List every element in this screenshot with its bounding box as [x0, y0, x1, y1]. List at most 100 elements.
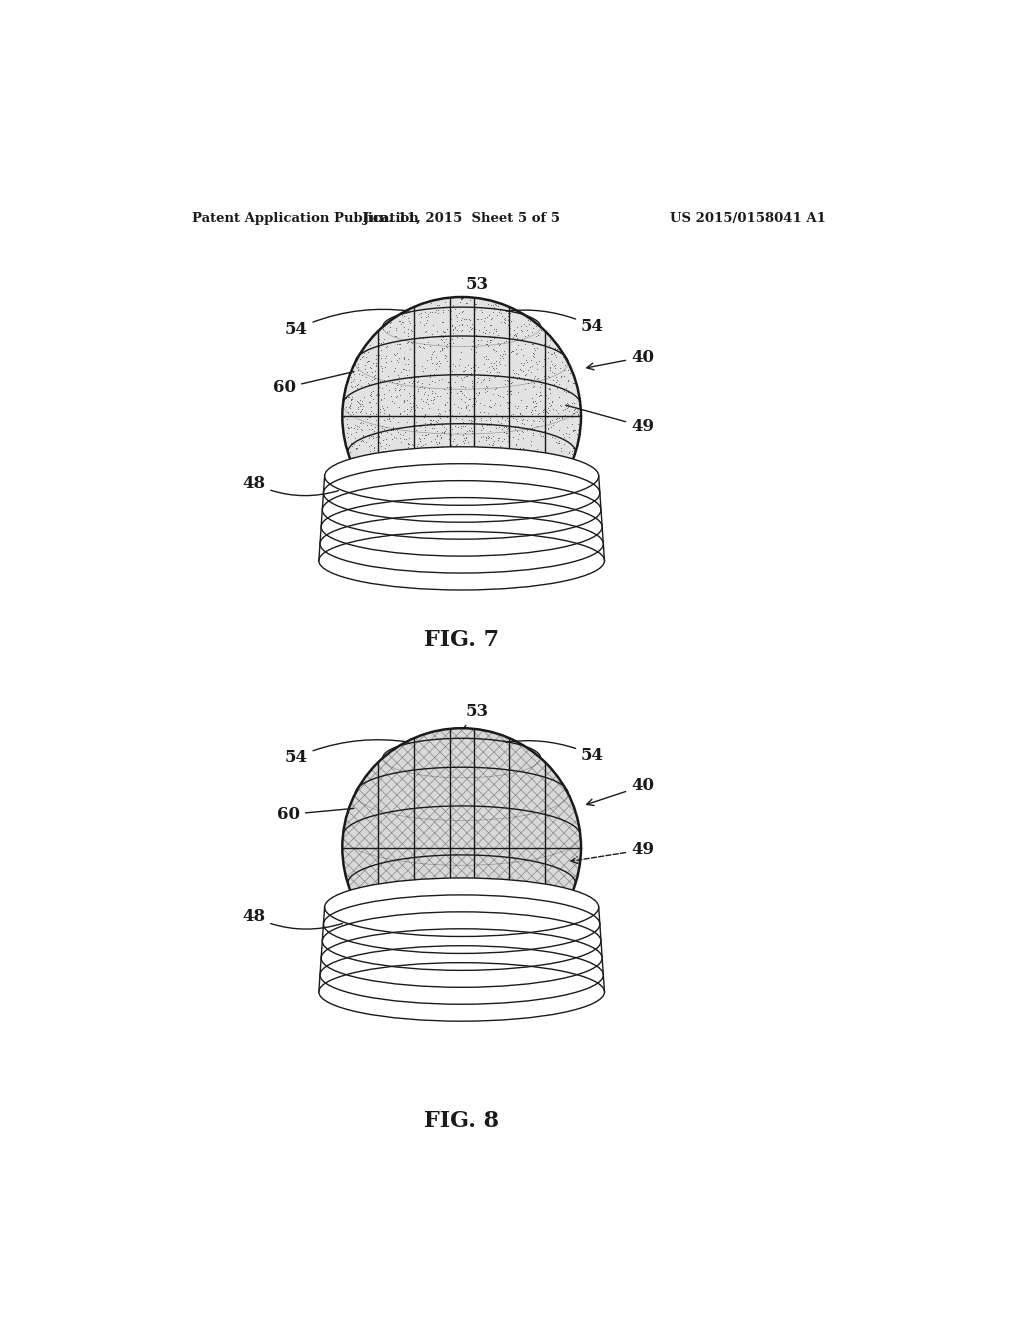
Point	[434, 470, 451, 491]
Point	[542, 444, 558, 465]
Point	[458, 309, 474, 330]
Point	[423, 413, 439, 434]
Point	[490, 428, 507, 449]
Point	[353, 430, 370, 451]
Point	[401, 495, 418, 516]
Point	[505, 404, 521, 425]
Point	[417, 412, 433, 433]
Point	[505, 426, 521, 447]
Point	[347, 438, 364, 459]
Point	[396, 446, 413, 467]
Point	[371, 376, 387, 397]
Point	[524, 422, 541, 444]
Point	[368, 393, 384, 414]
Point	[392, 404, 409, 425]
Point	[431, 433, 447, 454]
Point	[366, 440, 382, 461]
Point	[362, 385, 379, 407]
Point	[369, 384, 385, 405]
Point	[442, 510, 459, 531]
Point	[401, 359, 418, 380]
Point	[349, 375, 366, 396]
Point	[524, 317, 541, 338]
Point	[470, 454, 486, 475]
Point	[544, 409, 560, 430]
Point	[490, 351, 507, 372]
Point	[548, 372, 564, 393]
Point	[560, 396, 577, 417]
Point	[437, 322, 454, 343]
Point	[497, 374, 513, 395]
Point	[503, 486, 519, 507]
Point	[524, 479, 541, 500]
Point	[435, 462, 452, 483]
Text: 40: 40	[587, 777, 654, 805]
Point	[457, 366, 473, 387]
Point	[407, 494, 423, 515]
Point	[370, 395, 386, 416]
Point	[385, 447, 401, 469]
Point	[536, 366, 552, 387]
Point	[526, 375, 543, 396]
Point	[362, 407, 379, 428]
Point	[349, 438, 366, 459]
Point	[401, 500, 418, 521]
Point	[468, 293, 484, 314]
Point	[452, 437, 468, 458]
Point	[556, 459, 572, 480]
Point	[514, 483, 530, 504]
Point	[444, 466, 461, 487]
Point	[444, 322, 461, 343]
Point	[478, 428, 495, 449]
Point	[378, 482, 394, 503]
Point	[526, 339, 543, 360]
Point	[397, 360, 414, 381]
Point	[402, 401, 419, 422]
Point	[453, 405, 469, 426]
Point	[429, 433, 445, 454]
Point	[378, 346, 394, 367]
Point	[471, 319, 487, 341]
Point	[461, 321, 477, 342]
Point	[502, 479, 518, 500]
Point	[503, 372, 519, 393]
Point	[418, 498, 434, 519]
Point	[503, 372, 519, 393]
Point	[518, 442, 535, 463]
Point	[370, 408, 386, 429]
Point	[350, 392, 367, 413]
Point	[556, 426, 572, 447]
Point	[353, 466, 370, 487]
Point	[508, 467, 524, 488]
Point	[475, 417, 492, 438]
Point	[525, 372, 542, 393]
Point	[379, 488, 395, 510]
Point	[497, 370, 513, 391]
Point	[493, 347, 509, 368]
Point	[413, 306, 429, 327]
Point	[556, 459, 572, 480]
Point	[344, 376, 360, 397]
Point	[525, 347, 542, 368]
Point	[420, 424, 436, 445]
Point	[369, 345, 385, 366]
Point	[451, 314, 467, 335]
Point	[487, 508, 504, 529]
Point	[472, 329, 488, 350]
Point	[383, 420, 399, 441]
Point	[510, 458, 526, 479]
Point	[446, 393, 463, 414]
Point	[483, 462, 500, 483]
Point	[447, 461, 464, 482]
Point	[531, 385, 548, 407]
Point	[488, 318, 505, 339]
Point	[462, 310, 478, 331]
Point	[451, 508, 467, 529]
Point	[417, 425, 433, 446]
Point	[543, 416, 559, 437]
Point	[544, 343, 560, 364]
Point	[371, 458, 387, 479]
Point	[570, 404, 587, 425]
Point	[404, 333, 421, 354]
Point	[367, 367, 383, 388]
